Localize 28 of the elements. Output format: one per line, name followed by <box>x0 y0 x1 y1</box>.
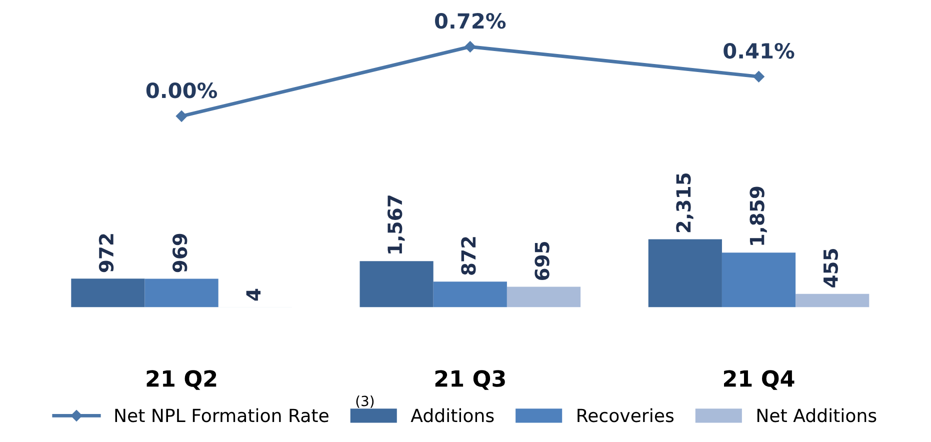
data-label: 0.00% <box>146 82 218 98</box>
bar <box>433 282 507 308</box>
legend-label: Additions <box>410 408 494 422</box>
legend-label: Recoveries <box>578 408 674 422</box>
x-tick-label: 21 Q4 <box>724 370 794 390</box>
x-tick-label: 21 Q3 <box>435 370 505 390</box>
data-label: 1,567 <box>388 196 405 254</box>
bar <box>796 294 870 308</box>
legend-label: Net Additions <box>757 408 876 422</box>
bar <box>506 286 581 308</box>
data-label: 972 <box>98 234 114 272</box>
bar <box>648 239 722 308</box>
data-label: 4 <box>246 288 261 301</box>
data-label: 0.41% <box>724 42 794 59</box>
bar <box>71 278 145 308</box>
bar <box>360 261 434 308</box>
data-label: 455 <box>824 249 838 288</box>
data-label: 2,315 <box>676 173 694 232</box>
text: (3) <box>356 396 374 408</box>
data-label: 695 <box>534 242 550 280</box>
data-label: 1,859 <box>750 186 767 245</box>
data-label: 872 <box>461 237 476 275</box>
bar <box>722 252 796 308</box>
x-tick-label: 21 Q2 <box>146 370 216 390</box>
data-label: 969 <box>172 234 188 272</box>
bar <box>144 278 218 308</box>
data-label: 0.72% <box>435 13 506 29</box>
legend-label: Net NPL Formation Rate <box>115 408 328 422</box>
